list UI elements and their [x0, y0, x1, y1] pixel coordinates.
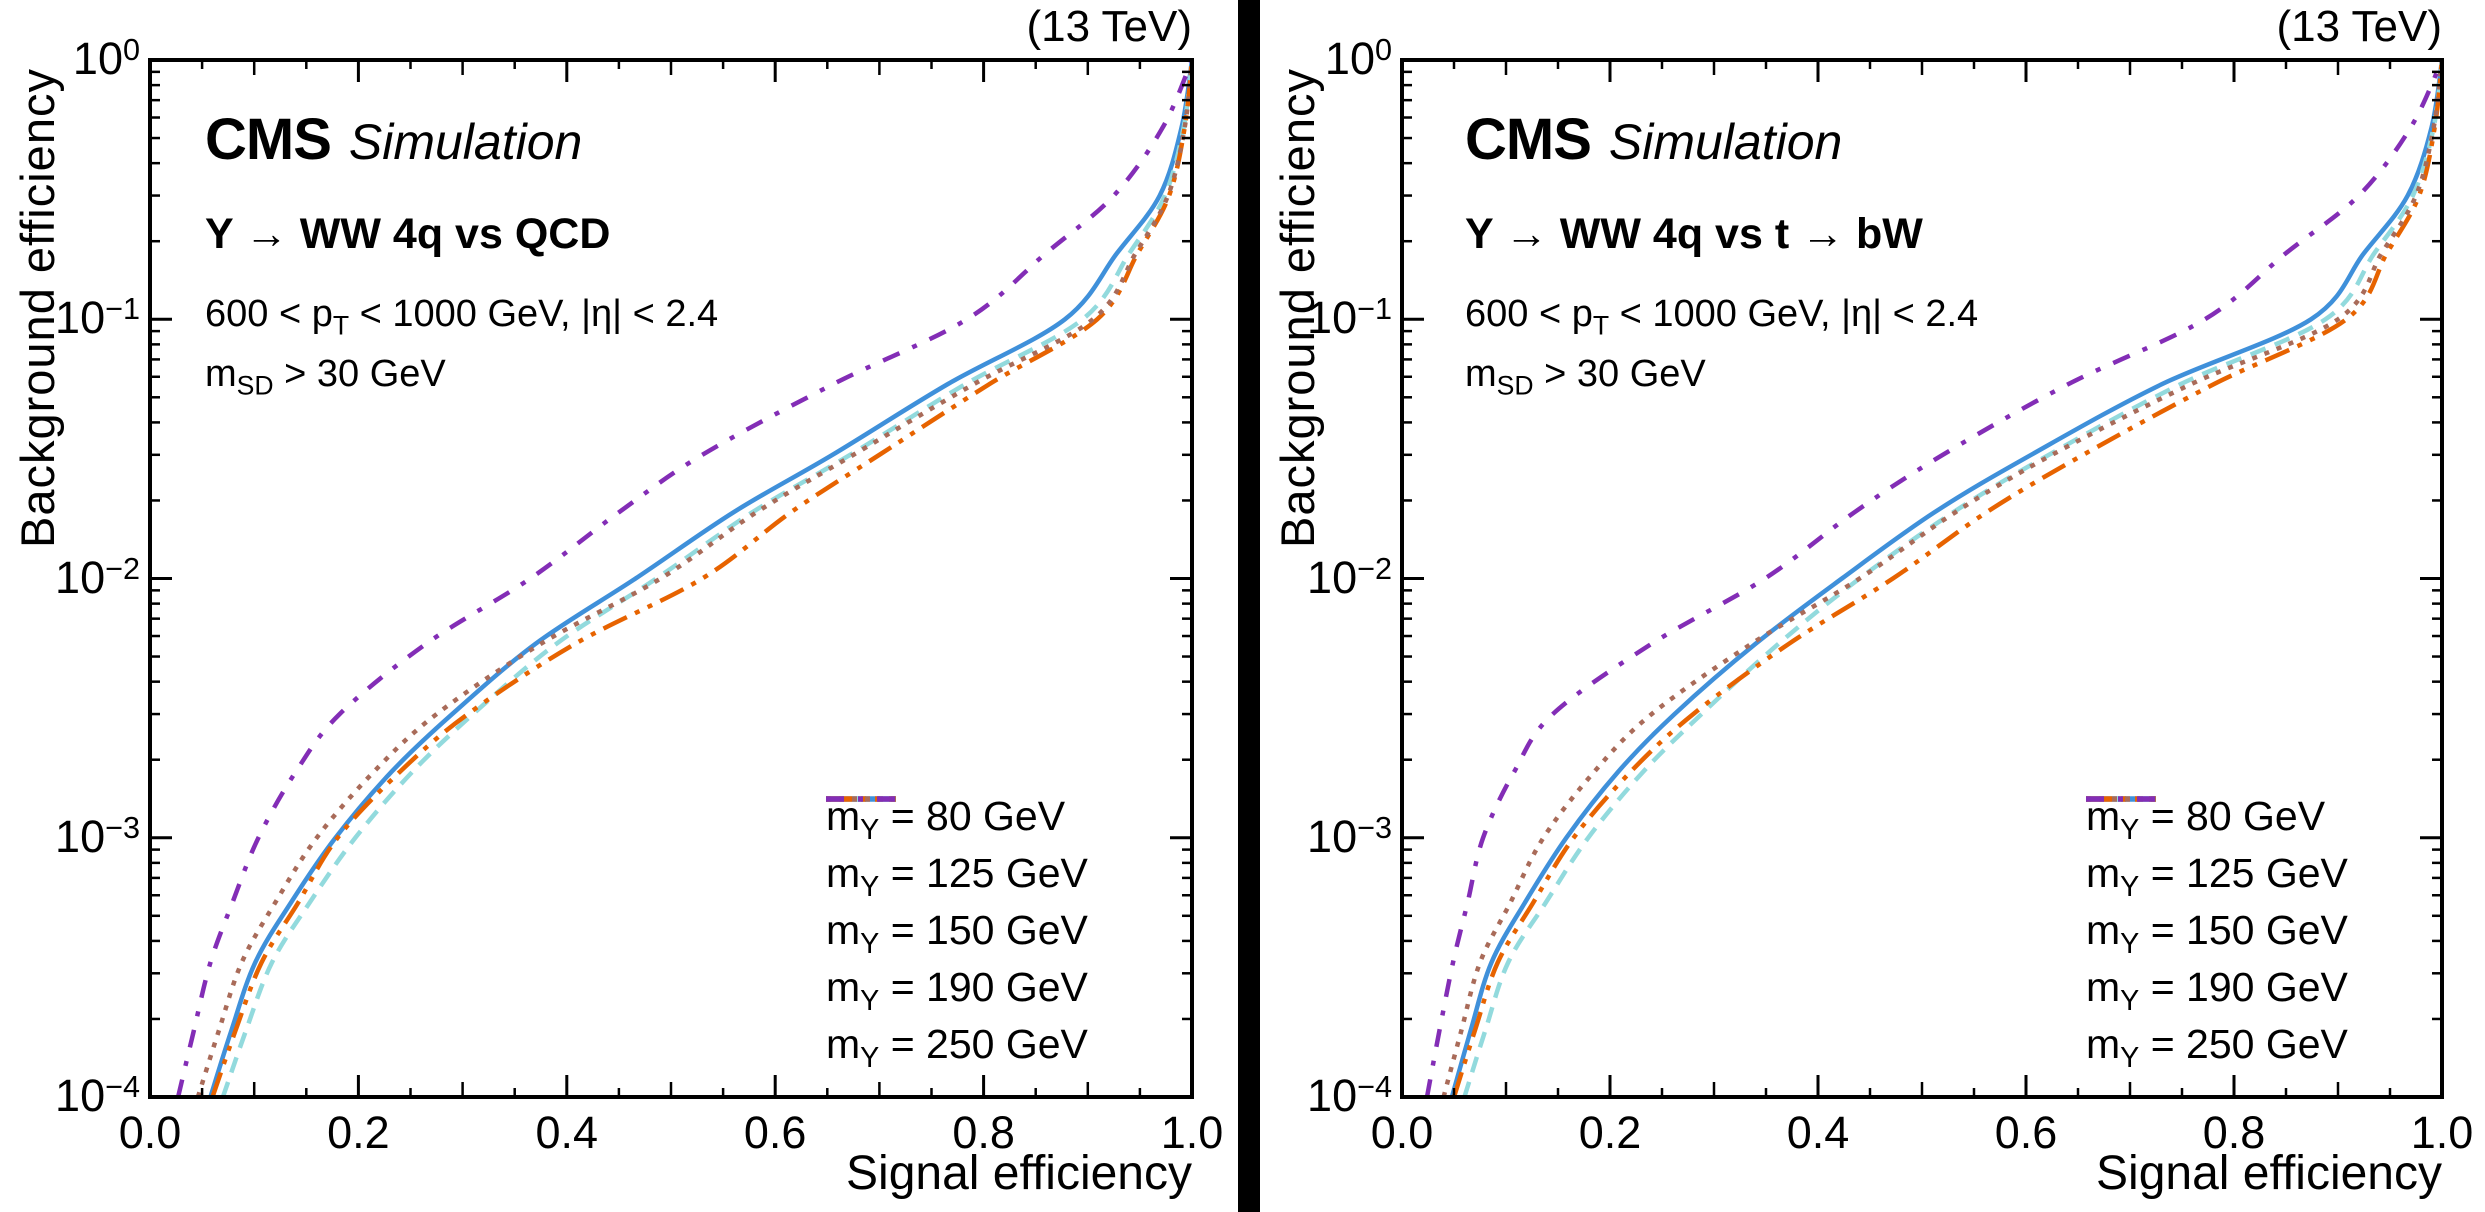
roc-panel-vs-qcd: (13 TeV) CMS Simulation Y → WW 4q vs QCD… — [0, 0, 1238, 1212]
x-axis-title: Signal efficiency — [846, 1147, 1192, 1200]
legend-label: mY = 150 GeV — [826, 907, 1088, 961]
x-axis-title: Signal efficiency — [2096, 1147, 2442, 1200]
x-tick-label: 0.0 — [118, 1107, 182, 1158]
y-tick-label: 10−1 — [55, 292, 140, 344]
selection-line-1: 600 < pT < 1000 GeV, |η| < 2.4 — [205, 293, 719, 341]
x-tick-label: 0.8 — [952, 1107, 1015, 1158]
y-tick-label: 10−4 — [55, 1070, 140, 1121]
y-tick-label: 10−3 — [1307, 810, 1392, 862]
y-tick-label: 10−4 — [1307, 1070, 1392, 1121]
simulation-label: Simulation — [1608, 114, 1843, 170]
legend-label: mY = 80 GeV — [826, 793, 1066, 847]
x-tick-label: 0.0 — [1370, 1107, 1434, 1158]
legend-label: mY = 125 GeV — [2086, 850, 2348, 904]
x-tick-label: 0.4 — [1786, 1107, 1850, 1158]
legend: mY = 80 GeV mY = 125 GeV mY = 150 GeV mY = … — [826, 792, 1088, 1077]
y-tick-label: 100 — [72, 33, 140, 84]
roc-curve-4 — [175, 60, 1192, 1097]
lumi-label: (13 TeV) — [2276, 2, 2443, 51]
cms-label: CMS Simulation — [205, 106, 582, 173]
legend-label: mY = 190 GeV — [826, 964, 1088, 1018]
simulation-label: Simulation — [348, 114, 583, 170]
roc-plot-vs-qcd — [148, 58, 1194, 1099]
y-tick-label: 10−2 — [55, 551, 140, 603]
cms-label: CMS Simulation — [1465, 106, 1842, 173]
legend-row: mY = 190 GeV — [826, 796, 1088, 1020]
roc-curve-0 — [1449, 60, 2442, 1097]
roc-curve-1 — [220, 60, 1192, 1097]
selection-line-2: mSD > 30 GeV — [1465, 352, 1706, 401]
y-tick-label: 10−2 — [1307, 551, 1392, 603]
legend-row: mY = 150 GeV — [826, 796, 1088, 963]
legend-row: mY = 250 GeV — [2086, 796, 2348, 1077]
roc-curve-0 — [208, 60, 1192, 1097]
legend-row: mY = 250 GeV — [826, 796, 1088, 1077]
roc-panel-vs-top: (13 TeV) CMS Simulation Y → WW 4q vs t →… — [1260, 0, 2485, 1212]
legend-row: mY = 125 GeV — [826, 796, 1088, 906]
x-tick-label: 1.0 — [2410, 1107, 2474, 1158]
cms-logo-text: CMS — [1465, 107, 1592, 172]
x-tick-label: 0.2 — [327, 1107, 390, 1158]
y-tick-label: 10−1 — [1307, 292, 1392, 344]
cms-logo-text: CMS — [205, 107, 332, 172]
x-tick-label: 0.8 — [2202, 1107, 2266, 1158]
legend-row: mY = 190 GeV — [2086, 796, 2348, 1020]
roc-curve-3 — [195, 60, 1192, 1097]
roc-curve-4 — [1424, 60, 2442, 1097]
x-tick-label: 0.6 — [743, 1107, 807, 1158]
x-tick-label: 1.0 — [1160, 1107, 1224, 1158]
legend: mY = 80 GeV mY = 125 GeV mY = 150 GeV mY = … — [2086, 792, 2348, 1077]
process-title: Y → WW 4q vs QCD — [205, 210, 611, 258]
roc-plot-vs-top — [1400, 58, 2444, 1099]
legend-line-sample — [2086, 796, 2156, 802]
selection-line-2: mSD > 30 GeV — [205, 352, 446, 401]
panel-divider-bar — [1238, 0, 1260, 1212]
selection-line-1: 600 < pT < 1000 GeV, |η| < 2.4 — [1465, 293, 1979, 341]
x-tick-label: 0.2 — [1578, 1107, 1642, 1158]
legend-label: mY = 190 GeV — [2086, 964, 2348, 1018]
legend-label: mY = 250 GeV — [2086, 1021, 2348, 1075]
lumi-label: (13 TeV) — [1026, 2, 1193, 51]
selection-text: 600 < pT < 1000 GeV, |η| < 2.4 mSD > 30 … — [1465, 290, 1978, 409]
y-tick-label: 10−3 — [55, 810, 140, 862]
roc-curve-2 — [210, 60, 1192, 1097]
legend-row: mY = 150 GeV — [2086, 796, 2348, 963]
process-title: Y → WW 4q vs t → bW — [1465, 210, 1923, 258]
x-tick-label: 0.4 — [535, 1107, 599, 1158]
selection-text: 600 < pT < 1000 GeV, |η| < 2.4 mSD > 30 … — [205, 290, 718, 409]
legend-row: mY = 125 GeV — [2086, 796, 2348, 906]
legend-label: mY = 125 GeV — [826, 850, 1088, 904]
x-tick-label: 0.6 — [1994, 1107, 2058, 1158]
legend-label: mY = 150 GeV — [2086, 907, 2348, 961]
legend-label: mY = 250 GeV — [826, 1021, 1088, 1075]
y-tick-label: 100 — [1324, 33, 1392, 84]
roc-curve-2 — [1451, 60, 2442, 1097]
legend-line-sample — [826, 796, 896, 802]
